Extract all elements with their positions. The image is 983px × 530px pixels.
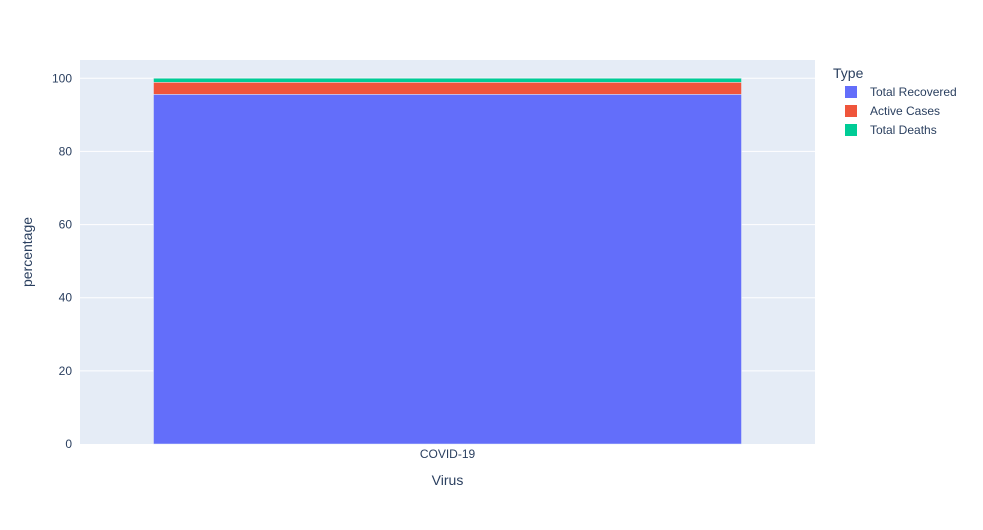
bars xyxy=(153,78,742,445)
y-tick-label: 60 xyxy=(59,218,73,232)
legend-label: Total Deaths xyxy=(870,123,937,137)
y-axis-title: percentage xyxy=(19,217,35,287)
legend-item-active-cases[interactable]: Active Cases xyxy=(845,104,940,118)
bar-total-deaths[interactable] xyxy=(153,78,742,83)
legend-swatch xyxy=(845,86,857,98)
x-tick-labels: COVID-19 xyxy=(420,447,476,461)
y-tick-label: 40 xyxy=(59,291,73,305)
y-tick-label: 0 xyxy=(65,437,72,451)
legend-item-total-recovered[interactable]: Total Recovered xyxy=(845,85,957,99)
y-tick-labels: 0 20 40 60 80 100 xyxy=(52,71,72,451)
legend-item-total-deaths[interactable]: Total Deaths xyxy=(845,123,937,137)
x-tick-label: COVID-19 xyxy=(420,447,476,461)
legend-swatch xyxy=(845,105,857,117)
legend: Type Total Recovered Active Cases Total De… xyxy=(833,65,957,137)
bar-total-recovered[interactable] xyxy=(153,94,742,445)
legend-label: Active Cases xyxy=(870,104,940,118)
legend-title: Type xyxy=(833,65,864,81)
y-tick-label: 100 xyxy=(52,71,72,85)
legend-swatch xyxy=(845,124,857,136)
x-axis-title: Virus xyxy=(432,472,464,488)
legend-label: Total Recovered xyxy=(870,85,957,99)
y-tick-label: 20 xyxy=(59,364,73,378)
bar-active-cases[interactable] xyxy=(153,82,742,95)
y-tick-label: 80 xyxy=(59,144,73,158)
